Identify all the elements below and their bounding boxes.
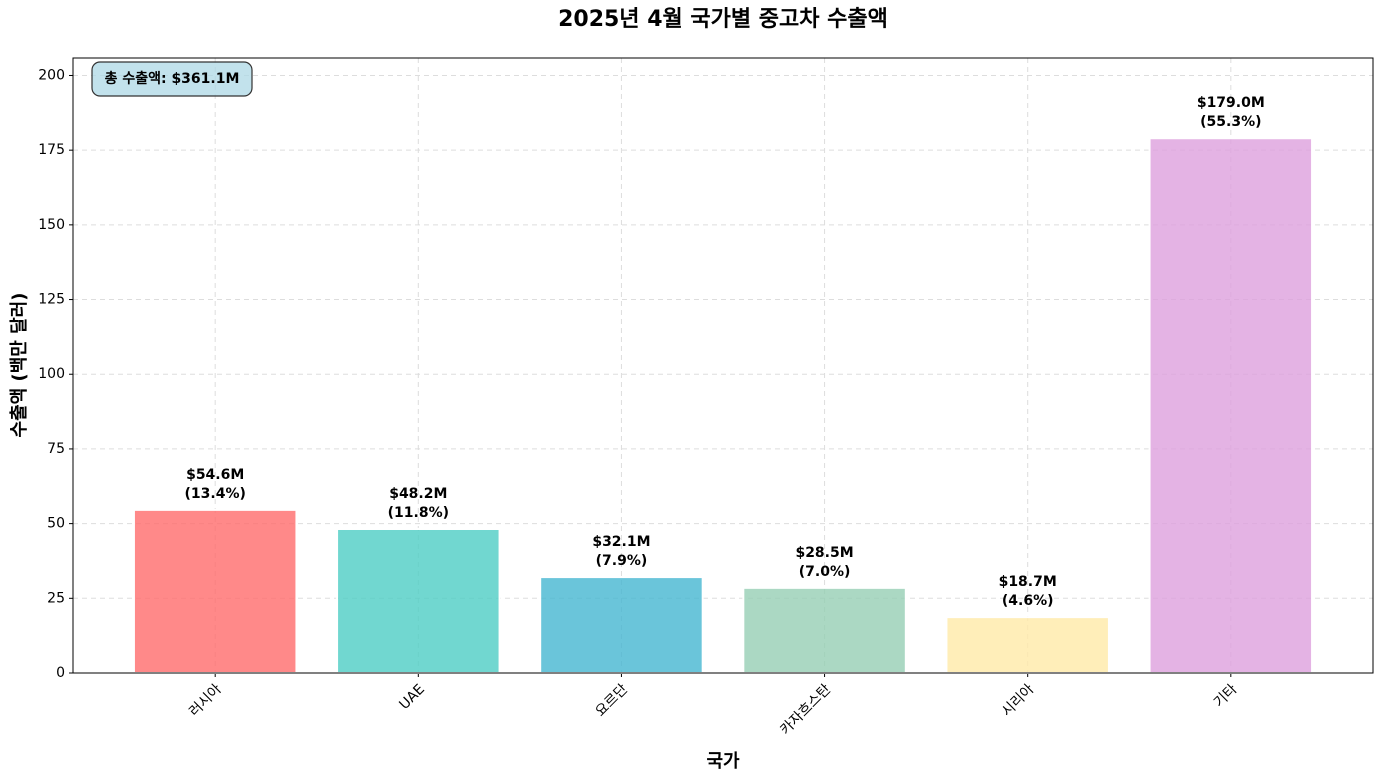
y-tick-label: 125 (38, 292, 65, 308)
bar (742, 586, 907, 674)
bar (539, 576, 704, 675)
percent-label: (55.3%) (1200, 114, 1261, 130)
x-tick-label: 기타 (1211, 681, 1241, 711)
x-axis-label: 국가 (706, 751, 740, 772)
chart-title: 2025년 4월 국가별 중고차 수출액 (558, 7, 888, 32)
bar (132, 508, 298, 674)
plot-frame (72, 57, 1374, 674)
value-label: $54.6M (186, 467, 244, 483)
annotation: 총 수출액: $361.1M (105, 70, 240, 87)
percent-label: (13.4%) (185, 486, 246, 502)
y-tick-label: 200 (38, 67, 65, 83)
percent-label: (7.9%) (596, 553, 648, 569)
y-tick-label: 50 (47, 516, 65, 532)
value-label: $32.1M (592, 534, 650, 550)
x-tick-label: 러시아 (186, 681, 225, 720)
y-tick-label: 175 (38, 142, 65, 158)
x-tick-label: 요르단 (592, 681, 631, 720)
bar (336, 527, 501, 674)
y-tick-label: 75 (47, 441, 65, 457)
bar (945, 616, 1110, 675)
percent-label: (7.0%) (799, 564, 851, 580)
value-label: $18.7M (999, 574, 1057, 590)
y-tick-label: 0 (56, 665, 65, 681)
y-tick-label: 150 (38, 217, 65, 233)
x-tick-label: UAE (396, 681, 428, 713)
x-tick-label: 카자흐스탄 (777, 681, 834, 738)
annotation-box (91, 61, 253, 97)
value-label: $179.0M (1197, 95, 1265, 111)
y-tick-label: 25 (47, 590, 65, 606)
y-tick-label: 100 (38, 366, 65, 382)
bar (1148, 137, 1314, 674)
percent-label: (4.6%) (1002, 593, 1054, 609)
percent-label: (11.8%) (388, 505, 449, 521)
plot-area: 0 25 50 75 100 125 150 175 200 러시아 $54.6M (13.4%) UA… (38, 58, 1373, 738)
y-axis-label: 수출액 (백만 달러) (9, 293, 30, 438)
value-label: $28.5M (795, 545, 853, 561)
x-tick-label: 시리아 (999, 681, 1038, 720)
value-label: $48.2M (389, 486, 447, 502)
